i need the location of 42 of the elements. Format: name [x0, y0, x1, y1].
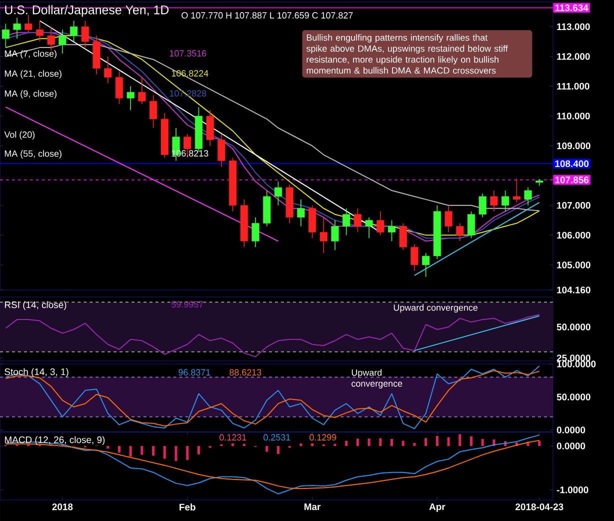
y-tick-label: 109.000 — [557, 142, 590, 150]
x-tick-label: Apr — [429, 504, 446, 512]
y-tick-label: 113.000 — [557, 23, 590, 30]
text: MA (21, close) — [4, 70, 62, 79]
text: MA (9, close) — [4, 90, 56, 99]
x-tick-label: 2018 — [52, 504, 73, 510]
y-tick-label: 110.000 — [557, 112, 590, 120]
annotation: 107.3516 — [170, 50, 206, 57]
y-tick-label: 112.000 — [557, 53, 590, 60]
text: MA (55, close) — [4, 150, 62, 159]
y-tick-label: 100.0000 — [557, 360, 596, 368]
x-tick-label: 2018-04-23 — [516, 504, 564, 510]
annotation: 0.2531 — [264, 434, 290, 441]
ref-line-label: 108.400 — [555, 160, 589, 168]
y-tick-label: 104.160 — [557, 286, 590, 294]
y-tick-label: 0.0000 — [556, 426, 586, 434]
y-tick-label: 50.0000 — [556, 394, 590, 400]
annotation: Upward convergence — [394, 304, 478, 313]
annotation: Bullish engulfing patterns intensify rallies that spike above DMAs, upswings restained below stiff resistance, more upside traction likely on bullish momentum & bullish DMA & MACD crossovers — [306, 34, 508, 74]
chart-title: RSI (14, close) — [4, 301, 66, 310]
y-tick-label: 0.0000 — [556, 442, 586, 450]
y-tick-label: 50.0000 — [556, 324, 590, 330]
annotation: Vol (20) — [4, 131, 35, 140]
annotation: Upward convergence — [352, 369, 402, 388]
annotation: 0.1299 — [310, 434, 336, 441]
y-tick-label: -1.0000 — [556, 486, 588, 494]
x-tick-label: Feb — [180, 504, 196, 510]
y-tick-label: 107.000 — [557, 202, 590, 209]
annotation: 59.9957 — [172, 301, 204, 308]
annotation: 96.8371 — [178, 369, 210, 376]
ref-line-label: 107.856 — [555, 176, 589, 184]
annotation: 88.6213 — [230, 369, 262, 376]
y-tick-label: 106.000 — [557, 232, 590, 239]
y-tick-label: 105.000 — [557, 262, 590, 268]
x-tick-label: Mar — [304, 504, 321, 510]
chart-title: U.S. Dollar/Japanese Yen, 1D — [5, 5, 169, 17]
ref-line-label: 113.634 — [555, 4, 588, 12]
y-tick-label: 25.0000 — [556, 354, 590, 362]
annotation: 0.1231 — [220, 434, 246, 441]
chart-title: Stoch (14, 3, 1) — [4, 368, 68, 377]
y-tick-label: 111.000 — [557, 82, 590, 90]
annotation: O 107.770 H 107.887 L 107.659 C 107.827 — [182, 12, 353, 19]
